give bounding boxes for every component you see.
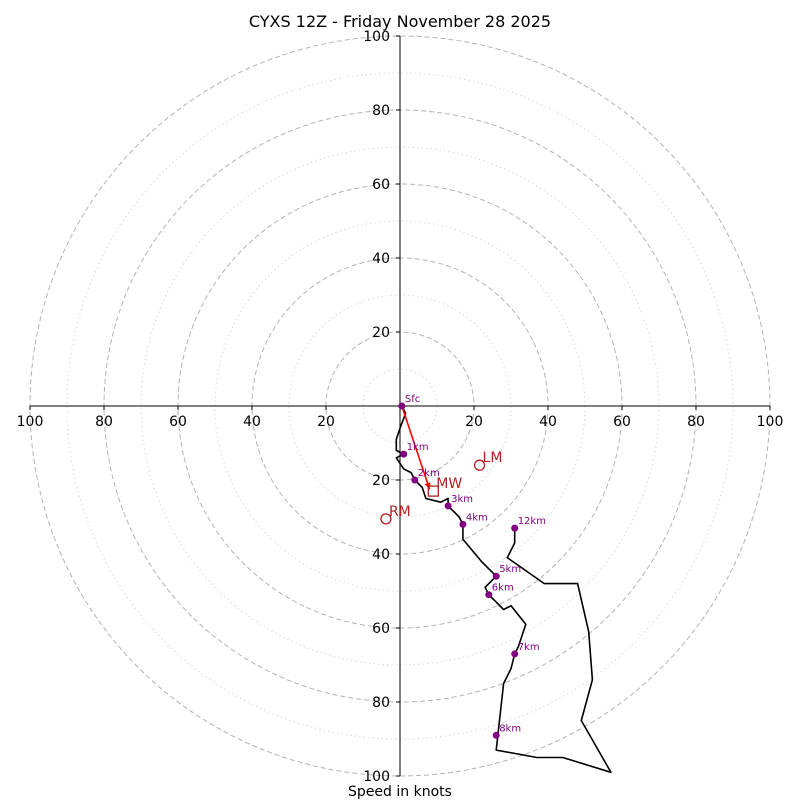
- x-tick-label: 20: [465, 414, 483, 430]
- y-tick-label: 100: [363, 29, 390, 45]
- storm-motion-rm-label: RM: [389, 504, 411, 520]
- hodograph-trace-group: [395, 405, 612, 774]
- storm-motion-mw-marker: [427, 485, 439, 497]
- height-marker-label: 8km: [499, 723, 521, 734]
- hodograph-trace: [395, 405, 612, 774]
- x-tick-label: 20: [317, 414, 335, 430]
- y-tick-label: 20: [372, 325, 390, 341]
- height-markers: Sfc 1km 2km 3km 4km 5km 6km 7km 8km 12km: [398, 394, 546, 739]
- height-marker-label: 7km: [518, 642, 540, 653]
- y-tick-label: 80: [372, 103, 390, 119]
- height-marker-dot: [398, 402, 406, 410]
- chart-title: CYXS 12Z - Friday November 28 2025: [249, 12, 551, 31]
- x-tick-label: 60: [169, 414, 187, 430]
- y-tick-label: 40: [372, 251, 390, 267]
- y-tick-label: 40: [372, 547, 390, 563]
- height-marker-dot: [485, 591, 493, 599]
- height-marker-dot: [511, 524, 519, 532]
- y-tick-label: 60: [372, 621, 390, 637]
- y-tick-label: 60: [372, 177, 390, 193]
- y-tick-label: 80: [372, 695, 390, 711]
- height-marker-dot: [511, 650, 519, 658]
- height-marker-dot: [459, 520, 467, 528]
- height-marker-dot: [411, 476, 419, 484]
- height-marker-label: 6km: [492, 583, 514, 594]
- x-tick-label: 80: [95, 414, 113, 430]
- storm-motion-rm-marker: [380, 513, 392, 525]
- x-tick-label: 40: [539, 414, 557, 430]
- mean-wind-vector-group: [401, 405, 431, 490]
- height-marker-dot: [492, 731, 500, 739]
- height-marker-dot: [492, 572, 500, 580]
- y-tick-label: 100: [363, 769, 390, 785]
- x-axis-label: Speed in knots: [348, 784, 452, 800]
- height-marker-label: 5km: [499, 564, 521, 575]
- mean-wind-vector-arrowhead: [424, 482, 431, 490]
- height-marker-label: 1km: [407, 442, 429, 453]
- height-marker-dot: [400, 450, 408, 458]
- storm-motion-lm-label: LM: [483, 450, 503, 466]
- height-marker-label: Sfc: [405, 394, 420, 405]
- x-tick-label: 100: [17, 414, 44, 430]
- mean-wind-vector-line: [401, 405, 431, 490]
- height-marker-label: 4km: [466, 512, 488, 523]
- x-tick-label: 100: [757, 414, 784, 430]
- height-marker-dot: [444, 502, 452, 510]
- tick-labels: 100 80 60 40 20 20 40 60 80 100 20 40 60 80 100 20 40 60 8…: [17, 29, 784, 785]
- storm-motion-mw-label: MW: [436, 476, 462, 492]
- x-tick-label: 60: [613, 414, 631, 430]
- height-marker-label: 12km: [518, 516, 546, 527]
- y-tick-label: 20: [372, 473, 390, 489]
- height-marker-label: 3km: [451, 494, 473, 505]
- storm-motion-lm-marker: [473, 459, 486, 471]
- x-tick-label: 80: [687, 414, 705, 430]
- x-tick-label: 40: [243, 414, 261, 430]
- storm-motion-markers: LM RM MW: [380, 450, 503, 525]
- height-marker-label: 2km: [418, 468, 440, 479]
